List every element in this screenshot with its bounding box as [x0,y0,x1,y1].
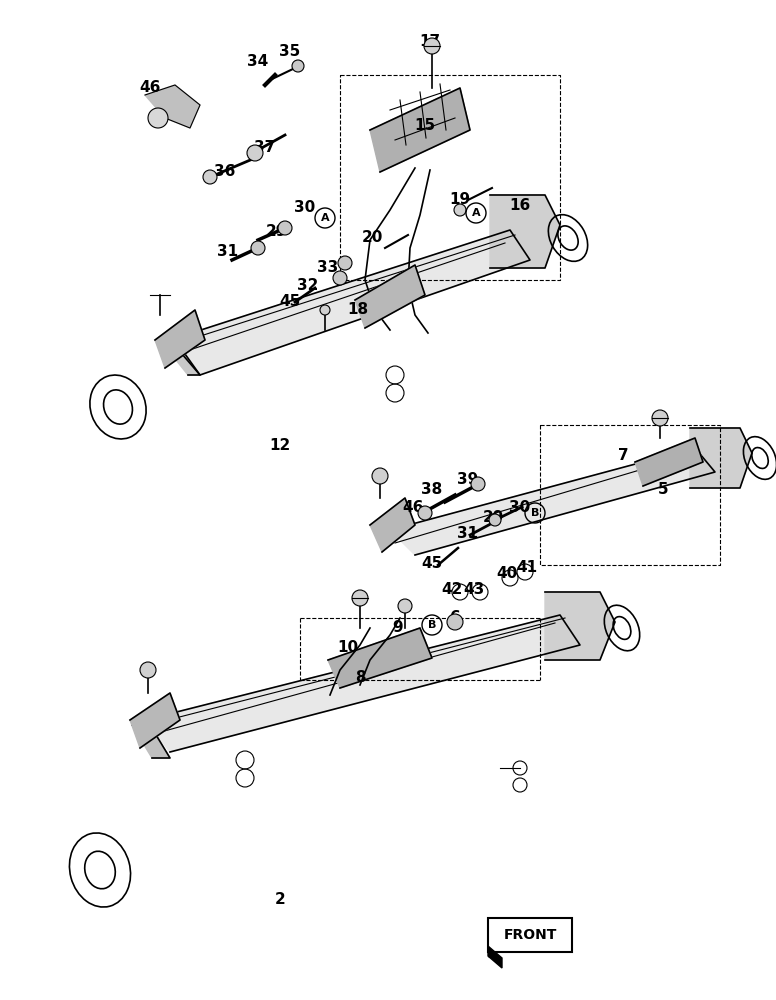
Circle shape [652,410,668,426]
Polygon shape [145,85,200,128]
Polygon shape [145,615,580,752]
Polygon shape [130,693,180,748]
Text: A: A [472,208,480,218]
Text: 38: 38 [421,483,442,497]
Text: 31: 31 [217,244,238,259]
Text: 42: 42 [442,582,462,597]
Text: 7: 7 [618,448,629,462]
Polygon shape [490,195,560,268]
Text: 19: 19 [449,192,470,208]
Circle shape [471,477,485,491]
Text: 45: 45 [279,294,300,310]
Polygon shape [160,340,200,375]
Text: 33: 33 [317,260,338,275]
Circle shape [251,241,265,255]
Polygon shape [545,592,615,660]
Text: 6: 6 [449,609,460,624]
Text: 39: 39 [457,473,479,488]
Text: 46: 46 [140,81,161,96]
Circle shape [320,305,330,315]
Text: 40: 40 [497,566,518,580]
Text: 31: 31 [457,526,479,540]
Text: 35: 35 [279,44,300,60]
Circle shape [292,60,304,72]
Text: 12: 12 [269,438,291,452]
Polygon shape [170,230,530,375]
Text: 5: 5 [658,483,668,497]
Text: 41: 41 [517,560,538,576]
Circle shape [333,271,347,285]
Text: 29: 29 [265,225,286,239]
Text: 17: 17 [420,34,441,49]
Text: 10: 10 [338,641,359,656]
Circle shape [140,662,156,678]
Text: 37: 37 [255,140,275,155]
Text: 8: 8 [355,670,365,684]
Text: 15: 15 [414,117,435,132]
Circle shape [418,506,432,520]
Circle shape [454,204,466,216]
Text: 36: 36 [214,164,236,180]
Circle shape [203,170,217,184]
Text: 18: 18 [348,302,369,318]
Polygon shape [355,265,425,328]
Text: 20: 20 [362,231,383,245]
Text: 32: 32 [297,277,319,292]
Circle shape [447,614,463,630]
Circle shape [352,590,368,606]
Text: FRONT: FRONT [504,928,556,942]
Circle shape [489,514,501,526]
Polygon shape [328,628,432,688]
Text: B: B [428,620,436,630]
Polygon shape [370,88,470,172]
Circle shape [398,599,412,613]
Polygon shape [155,310,205,368]
Text: 46: 46 [402,500,424,516]
Text: 2: 2 [275,892,286,908]
FancyBboxPatch shape [488,918,572,952]
Circle shape [148,108,168,128]
Circle shape [278,221,292,235]
Polygon shape [690,428,752,488]
Circle shape [372,468,388,484]
Polygon shape [390,448,715,555]
Circle shape [424,38,440,54]
Polygon shape [370,498,415,552]
Circle shape [247,145,263,161]
Polygon shape [635,438,703,486]
Text: 9: 9 [393,620,404,636]
Text: B: B [531,508,539,518]
Text: 29: 29 [483,510,504,526]
Text: 43: 43 [463,582,485,597]
Text: 45: 45 [421,556,442,570]
Circle shape [338,256,352,270]
Text: A: A [320,213,329,223]
Text: 30: 30 [509,499,531,514]
Text: 16: 16 [509,198,531,213]
Text: 30: 30 [294,200,316,216]
Polygon shape [132,725,170,758]
Text: 34: 34 [248,54,268,70]
Polygon shape [488,946,502,968]
